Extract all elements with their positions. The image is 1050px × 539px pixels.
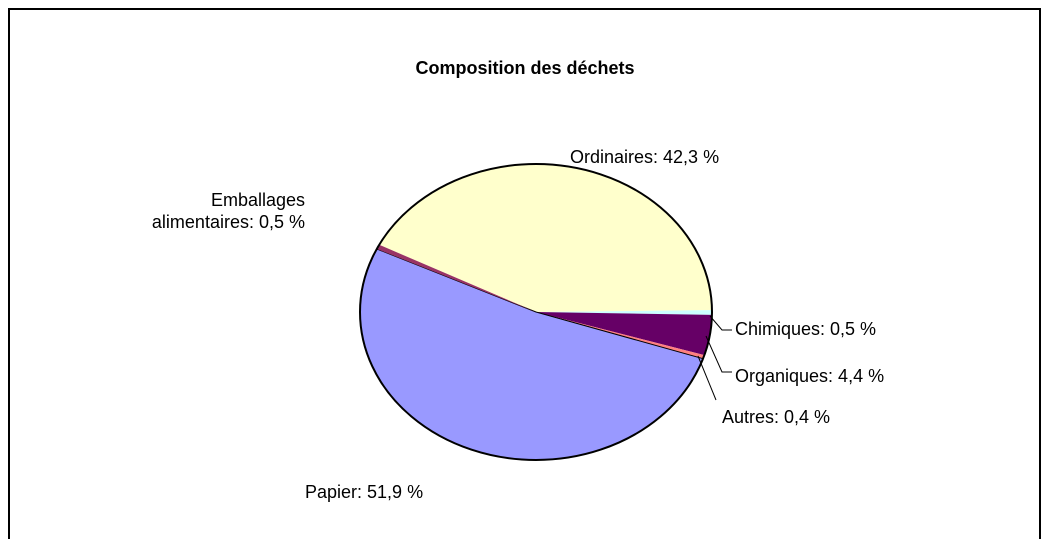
slice-label: Organiques: 4,4 % [735,366,885,386]
pie [359,163,713,461]
slice-label: Papier: 51,9 % [305,482,424,502]
pie-slice [536,310,713,315]
pie-slice [536,312,712,356]
pie-slice [379,164,712,312]
pie-outline [359,163,713,461]
slice-label: Emballages alimentaires: 0,5 % [151,190,305,232]
slice-label: Autres: 0,4 % [722,407,831,427]
chart-title: Composition des déchets [415,58,635,78]
leader-lines [697,315,732,401]
slice-label: Chimiques: 0,5 % [735,319,877,339]
slice-label: Ordinaires: 42,3 % [570,147,720,167]
pie-slice [376,244,536,312]
frame [8,8,1041,539]
